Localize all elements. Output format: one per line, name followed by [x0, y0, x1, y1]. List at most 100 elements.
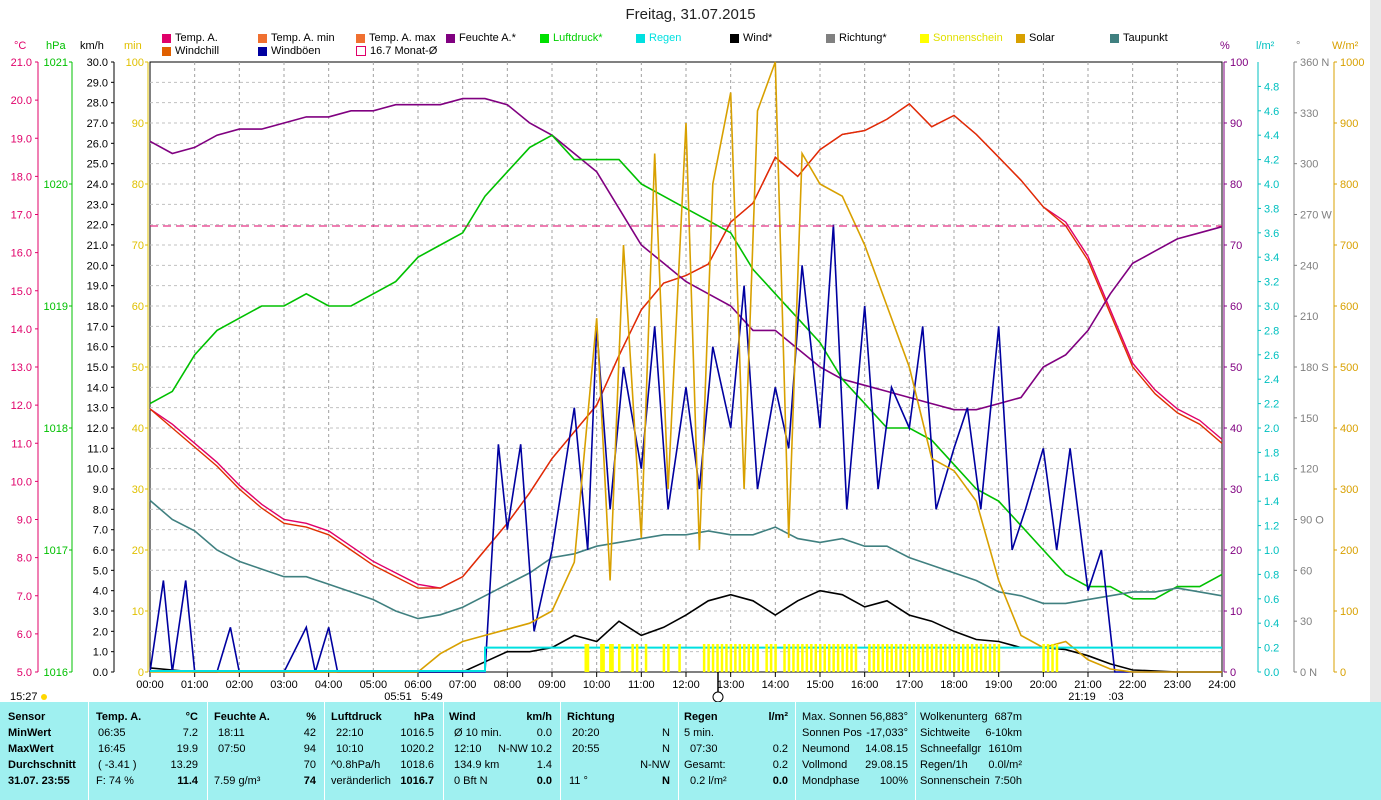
x-tick-label: 12:00 — [672, 679, 700, 691]
stats-header-pressure: Luftdruck — [331, 711, 382, 723]
sun-info-value: -17,033° — [866, 727, 908, 739]
series-taupunkt — [149, 499, 1223, 620]
misc-info-key: Sonnenschein — [920, 775, 990, 787]
solar-axis-tick-label: 900 — [1340, 118, 1358, 130]
stats-header-rain: Regen — [684, 711, 718, 723]
legend-item[interactable]: Temp. A. max — [356, 32, 436, 44]
stats-column-divider — [560, 702, 561, 800]
wind-axis-tick-label: 30.0 — [87, 57, 108, 69]
pressure-axis-tick-label: 1017 — [44, 545, 68, 557]
legend-item[interactable]: Windböen — [258, 45, 321, 57]
sunshine-bar — [894, 644, 898, 672]
legend-item[interactable]: 16.7 Monat-Ø — [356, 45, 437, 57]
solar-axis-tick-label: 0 — [1340, 667, 1346, 679]
sunshine-bar — [810, 644, 813, 672]
sunshine-bar — [756, 644, 759, 672]
sunshine-bar — [725, 644, 728, 672]
sunshine-bar — [903, 644, 907, 672]
rain-axis-tick-label: 3.8 — [1264, 203, 1279, 215]
legend-swatch — [636, 33, 645, 43]
x-tick-label: 13:00 — [717, 679, 745, 691]
rain-axis-tick-label: 1.2 — [1264, 521, 1279, 533]
chart-title: Freitag, 31.07.2015 — [625, 6, 756, 23]
temp-axis-tick-label: 8.0 — [17, 553, 32, 565]
legend-label: Temp. A. max — [369, 32, 436, 44]
wind-distance: 134.9 km — [454, 759, 500, 771]
rain-axis-tick-label: 4.2 — [1264, 155, 1279, 167]
wind-axis-tick-label: 12.0 — [87, 423, 108, 435]
direction-axis-tick-label: 150 — [1300, 413, 1318, 425]
stats-header-pressure-unit: hPa — [413, 711, 434, 723]
stats-column-divider — [795, 702, 796, 800]
wind-axis-tick-label: 0.0 — [93, 667, 108, 679]
misc-info-key: Regen/1h — [920, 759, 968, 771]
sunshine-bar — [1055, 644, 1059, 672]
stats-row-avg: Durchschnitt — [8, 759, 76, 771]
legend-item[interactable]: Temp. A. — [162, 32, 218, 44]
wind-axis-tick-label: 8.0 — [93, 504, 108, 516]
pressure-axis-tick-label: 1018 — [44, 423, 68, 435]
wind-axis-tick-label: 24.0 — [87, 179, 108, 191]
rain-axis-tick-label: 1.6 — [1264, 472, 1279, 484]
legend-item[interactable]: Regen — [636, 32, 681, 44]
wind-axis-tick-label: 2.0 — [93, 626, 108, 638]
legend-swatch — [162, 46, 171, 56]
humidity-axis-tick-label: 60 — [1230, 301, 1242, 313]
sunshine-axis-tick-label: 0 — [138, 667, 144, 679]
rain-axis-tick-label: 3.2 — [1264, 277, 1279, 289]
wind-avg-label: Ø 10 min. — [454, 727, 502, 739]
temp-axis-tick-label: 15.0 — [11, 286, 32, 298]
legend-item[interactable]: Luftdruck* — [540, 32, 603, 44]
legend-label: Regen — [649, 32, 682, 44]
legend-label: Windchill — [175, 45, 220, 57]
sunshine-axis-tick-label: 40 — [132, 423, 144, 435]
sunshine-bar — [926, 644, 929, 672]
sunshine-axis-tick-label: 80 — [132, 179, 144, 191]
stats-header-wind: Wind — [449, 711, 476, 723]
stats-column-divider — [324, 702, 325, 800]
legend-item[interactable]: Feuchte A.* — [446, 32, 516, 44]
humidity-max-value: 94 — [303, 743, 316, 755]
unit-sunshine: min — [124, 40, 142, 52]
wind-axis-tick-label: 7.0 — [93, 525, 108, 537]
legend-swatch — [356, 33, 365, 43]
misc-info-value: 687m — [994, 711, 1022, 723]
wind-axis-tick-label: 20.0 — [87, 260, 108, 272]
direction-axis-tick-label: 270 W — [1300, 210, 1332, 222]
legend-item[interactable]: Temp. A. min — [258, 32, 335, 44]
sunshine-bar — [814, 644, 818, 672]
legend-swatch — [1110, 33, 1119, 43]
rain-axis-tick-label: 2.4 — [1264, 374, 1279, 386]
legend-item[interactable]: Wind* — [730, 32, 772, 44]
x-tick-label: 18:00 — [940, 679, 968, 691]
legend-item[interactable]: Sonnenschein — [920, 32, 1003, 44]
sunshine-bar — [738, 644, 742, 672]
legend-item[interactable]: Taupunkt — [1110, 32, 1168, 44]
solar-axis-tick-label: 700 — [1340, 240, 1358, 252]
sun-icon — [41, 694, 47, 700]
wind-axis-tick-label: 18.0 — [87, 301, 108, 313]
sunshine-bar — [970, 644, 974, 672]
sun-info-key: Neumond — [802, 743, 850, 755]
sunshine-bar — [850, 644, 853, 672]
legend-label: Temp. A. — [175, 32, 218, 44]
sunshine-bar — [805, 644, 809, 672]
rain-axis-tick-label: 3.0 — [1264, 301, 1279, 313]
sunshine-bar — [845, 644, 849, 672]
legend-item[interactable]: Richtung* — [826, 32, 887, 44]
left-time-label: 15:27 — [10, 691, 38, 702]
sunshine-bar — [1051, 644, 1054, 672]
sunshine-bar — [678, 644, 681, 672]
rain-axis-tick-label: 2.0 — [1264, 423, 1279, 435]
sunshine-bar — [881, 644, 885, 672]
sunshine-bar — [635, 644, 639, 672]
sunshine-bar — [832, 644, 835, 672]
sunshine-bar — [774, 644, 777, 672]
x-tick-label: 19:00 — [985, 679, 1013, 691]
solar-axis-tick-label: 100 — [1340, 606, 1358, 618]
sun-info-key: Mondphase — [802, 775, 860, 787]
stats-header-direction: Richtung — [567, 711, 615, 723]
sunshine-bar — [609, 644, 612, 672]
legend-item[interactable]: Solar — [1016, 32, 1055, 44]
legend-item[interactable]: Windchill — [162, 45, 219, 57]
